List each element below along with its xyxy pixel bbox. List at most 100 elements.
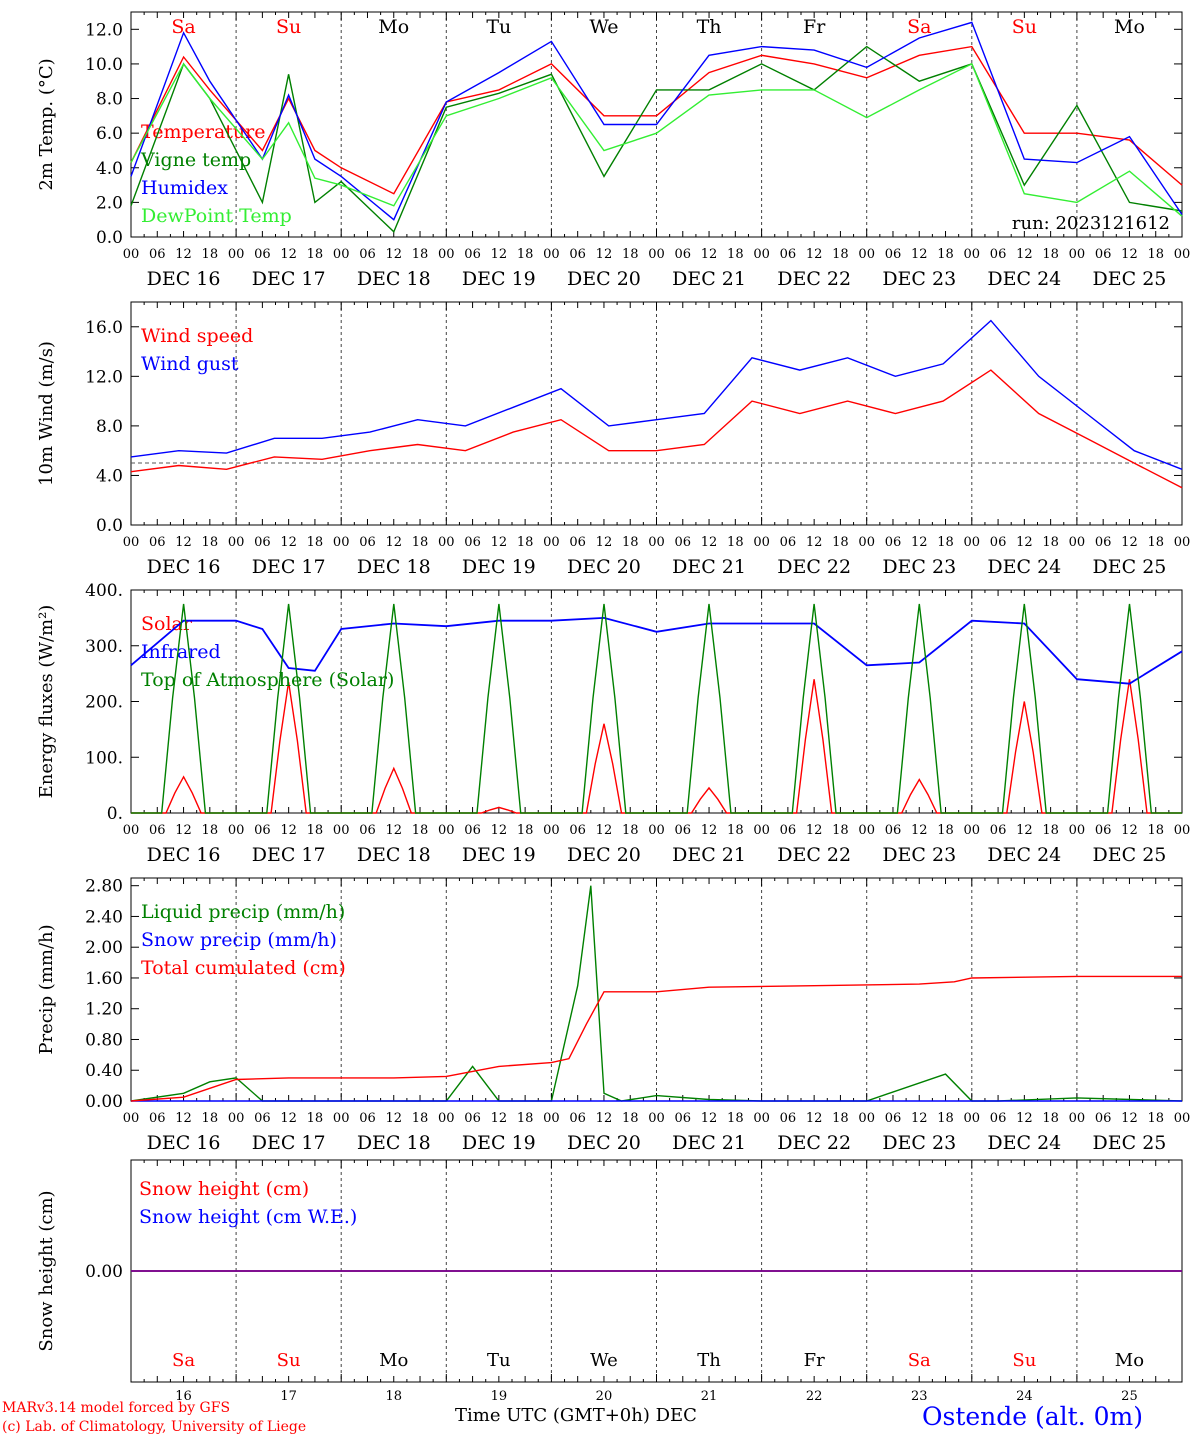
hour-tick-label: 18 — [937, 535, 954, 550]
y-tick-label: 100. — [85, 748, 123, 768]
day-name-bottom: Fr — [804, 1350, 825, 1371]
legend-entry: DewPoint Temp — [141, 205, 292, 227]
date-label: DEC 20 — [567, 844, 641, 866]
hour-tick-label: 00 — [858, 247, 875, 262]
y-tick-label: 0.80 — [85, 1030, 123, 1050]
hour-tick-label: 18 — [517, 1111, 534, 1126]
hour-tick-label: 18 — [622, 247, 639, 262]
hour-tick-label: 18 — [517, 823, 534, 838]
date-label: DEC 18 — [357, 1132, 431, 1154]
hour-tick-label: 06 — [990, 823, 1007, 838]
hour-tick-label: 06 — [675, 247, 692, 262]
hour-tick-label: 00 — [648, 823, 665, 838]
legend-entry: Wind speed — [141, 325, 253, 347]
hour-tick-label: 00 — [228, 1111, 245, 1126]
hour-tick-label: 18 — [1147, 247, 1164, 262]
panel-3: 0. 100. 200. 300. 400. Energy fluxes (W/m²) So… — [36, 581, 1190, 866]
y-tick-label: 12.0 — [85, 367, 123, 387]
hour-tick-label: 06 — [1095, 1111, 1112, 1126]
hour-tick-label: 18 — [832, 247, 849, 262]
y-tick-label: 2.40 — [85, 907, 123, 927]
hour-tick-label: 00 — [333, 535, 350, 550]
hour-tick-label: 18 — [412, 823, 429, 838]
hour-tick-label: 12 — [491, 823, 508, 838]
day-number: 21 — [701, 1389, 718, 1404]
day-name-bottom: Su — [1012, 1350, 1036, 1371]
series-line-total-cumulated-cm — [130, 975, 1182, 1102]
y-tick-label: 16.0 — [85, 318, 123, 338]
hour-tick-label: 12 — [1121, 247, 1138, 262]
hour-tick-label: 06 — [254, 535, 271, 550]
run-label: run: 2023121612 — [1012, 213, 1170, 234]
hour-tick-label: 12 — [280, 823, 297, 838]
hour-tick-label: 12 — [280, 1111, 297, 1126]
date-label: DEC 20 — [567, 268, 641, 290]
hour-tick-label: 00 — [858, 535, 875, 550]
y-tick-label: 4.0 — [96, 159, 123, 179]
hour-tick-label: 06 — [569, 247, 586, 262]
hour-tick-label: 18 — [517, 535, 534, 550]
series-line-infrared — [130, 616, 1183, 685]
hour-tick-label: 18 — [1147, 1111, 1164, 1126]
series-line-dewpoint-temp — [130, 62, 1183, 217]
date-label: DEC 23 — [882, 556, 956, 578]
y-axis-label: Energy fluxes (W/m²) — [36, 605, 57, 799]
series-line-wind-speed — [130, 369, 1183, 489]
date-label: DEC 16 — [147, 556, 221, 578]
y-tick-label: 2.80 — [85, 877, 123, 897]
date-label: DEC 17 — [252, 556, 326, 578]
day-number: 22 — [806, 1389, 823, 1404]
hour-tick-label: 00 — [858, 823, 875, 838]
date-label: DEC 18 — [357, 268, 431, 290]
y-axis-label: Precip (mm/h) — [36, 924, 57, 1054]
date-label: DEC 16 — [147, 844, 221, 866]
hour-tick-label: 12 — [1016, 247, 1033, 262]
y-tick-label: 0. — [107, 804, 123, 824]
hour-tick-label: 12 — [701, 823, 718, 838]
day-number: 23 — [911, 1389, 928, 1404]
hour-tick-label: 18 — [202, 247, 219, 262]
hour-tick-label: 18 — [622, 823, 639, 838]
hour-tick-label: 12 — [701, 535, 718, 550]
day-number: 20 — [596, 1389, 613, 1404]
date-label: DEC 20 — [567, 556, 641, 578]
hour-tick-label: 00 — [123, 247, 140, 262]
y-axis-label: 2m Temp. (°C) — [36, 58, 57, 190]
date-label: DEC 23 — [882, 268, 956, 290]
hour-tick-label: 12 — [175, 247, 192, 262]
y-tick-label: 8.0 — [96, 90, 123, 110]
date-label: DEC 24 — [987, 556, 1061, 578]
hour-tick-label: 12 — [596, 823, 613, 838]
hour-tick-label: 00 — [123, 1111, 140, 1126]
hour-tick-label: 18 — [307, 1111, 324, 1126]
day-name-bottom: Sa — [172, 1350, 195, 1371]
date-label: DEC 21 — [672, 844, 746, 866]
hour-tick-label: 18 — [307, 247, 324, 262]
hour-tick-label: 18 — [727, 535, 744, 550]
date-label: DEC 20 — [567, 1132, 641, 1154]
hour-tick-label: 06 — [569, 1111, 586, 1126]
date-label: DEC 22 — [777, 556, 851, 578]
date-label: DEC 18 — [357, 844, 431, 866]
y-tick-label: 8.0 — [96, 417, 123, 437]
hour-tick-label: 12 — [911, 1111, 928, 1126]
hour-tick-label: 00 — [228, 823, 245, 838]
day-name-top: Mo — [378, 16, 409, 38]
hour-tick-label: 18 — [1042, 1111, 1059, 1126]
hour-tick-label: 00 — [543, 823, 560, 838]
hour-tick-label: 06 — [254, 247, 271, 262]
hour-tick-label: 00 — [228, 247, 245, 262]
date-label: DEC 25 — [1093, 844, 1167, 866]
series-line-liquid-precip-mm-h — [130, 885, 1183, 1102]
date-label: DEC 23 — [882, 844, 956, 866]
hour-tick-label: 06 — [885, 535, 902, 550]
date-label: DEC 17 — [252, 1132, 326, 1154]
day-name-bottom: We — [590, 1350, 618, 1371]
y-tick-label: 200. — [85, 693, 123, 713]
date-label: DEC 19 — [462, 1132, 536, 1154]
hour-tick-label: 12 — [175, 823, 192, 838]
hour-tick-label: 06 — [359, 247, 376, 262]
day-number: 18 — [385, 1389, 402, 1404]
hour-tick-label: 06 — [1095, 535, 1112, 550]
legend-entry: Snow height (cm W.E.) — [139, 1206, 357, 1228]
